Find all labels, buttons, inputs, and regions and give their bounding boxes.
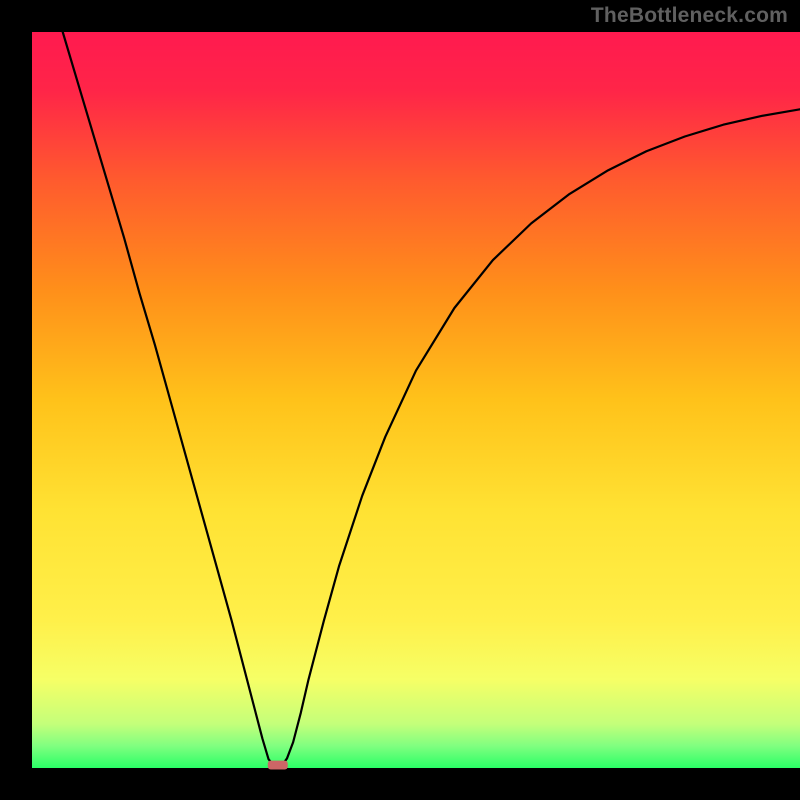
optimal-point-marker: [268, 761, 288, 770]
watermark-text: TheBottleneck.com: [591, 4, 788, 28]
bottleneck-chart: TheBottleneck.com: [0, 0, 800, 800]
chart-gradient-bg: [32, 32, 800, 768]
chart-svg: [0, 0, 800, 800]
